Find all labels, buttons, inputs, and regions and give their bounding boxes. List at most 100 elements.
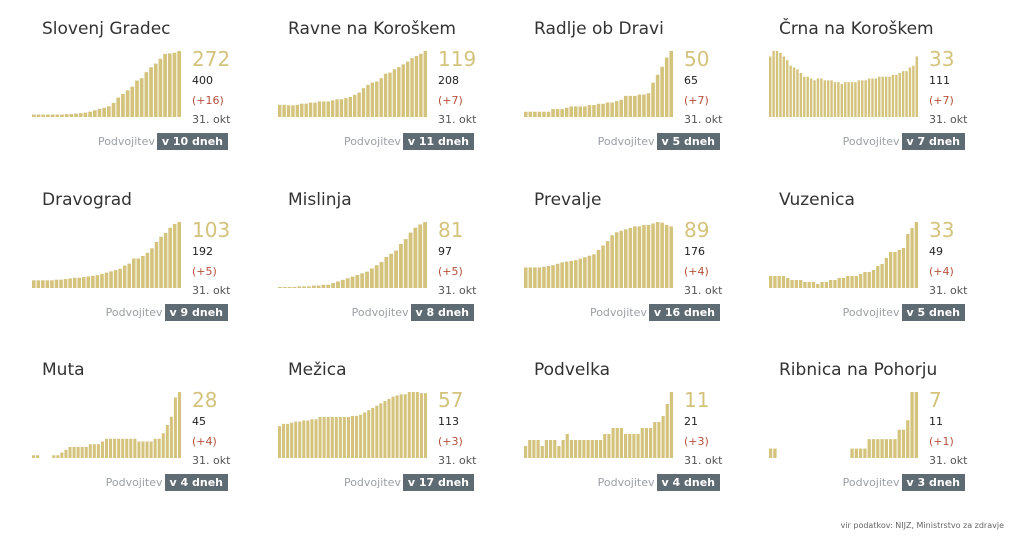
bar — [649, 428, 653, 458]
bar — [790, 280, 794, 288]
bar — [50, 280, 54, 288]
bar — [592, 105, 596, 117]
bar — [125, 438, 129, 458]
bar — [560, 262, 564, 288]
bar — [816, 284, 820, 288]
bar — [574, 260, 578, 288]
bar — [546, 266, 551, 288]
municipality-card: Podvelka 11 21 (+3) 31. okt Podvojitev v 4 dne… — [524, 360, 724, 510]
bar — [592, 254, 596, 288]
bar — [41, 280, 45, 288]
bar-chart — [278, 222, 427, 288]
bar — [605, 241, 610, 288]
doubling-info: Podvojitev v 17 dneh — [344, 474, 474, 491]
bar — [76, 447, 80, 458]
bar — [897, 429, 901, 458]
bar — [100, 441, 104, 458]
bar — [297, 286, 302, 288]
daily-change: (+5) — [438, 265, 463, 278]
bar — [121, 93, 125, 117]
bar — [867, 272, 871, 288]
municipality-card: Ravne na Koroškem 119 208 (+7) 31. okt Podvoj… — [278, 19, 478, 169]
bar — [95, 275, 100, 288]
bar — [168, 227, 172, 288]
daily-change: (+7) — [929, 94, 954, 107]
doubling-info: Podvojitev v 4 dneh — [106, 474, 228, 491]
bar — [64, 114, 69, 117]
bar — [578, 258, 583, 288]
bar — [135, 80, 139, 117]
bar — [72, 447, 76, 458]
bar — [165, 425, 169, 458]
bar — [871, 78, 874, 117]
bar — [291, 105, 295, 117]
total-cases: 21 — [684, 415, 698, 428]
bar — [578, 106, 583, 117]
bar — [383, 73, 388, 117]
bar — [906, 234, 910, 288]
bar — [816, 78, 820, 117]
total-cases: 192 — [192, 245, 213, 258]
doubling-info: Podvojitev v 8 dneh — [352, 304, 474, 321]
total-cases: 49 — [929, 245, 943, 258]
doubling-info: Podvojitev v 5 dneh — [843, 304, 965, 321]
bar — [637, 94, 642, 117]
doubling-info: Podvojitev v 10 dneh — [98, 133, 228, 150]
total-cases: 65 — [684, 74, 698, 87]
bar — [383, 401, 387, 458]
bar — [326, 284, 331, 288]
bar — [72, 277, 77, 288]
bar — [104, 272, 109, 288]
bar — [300, 103, 304, 117]
bar — [132, 258, 136, 288]
bar — [863, 448, 867, 458]
bar — [88, 111, 92, 117]
bar — [651, 223, 655, 288]
bar — [551, 109, 555, 117]
bar — [824, 282, 828, 288]
bar — [628, 434, 632, 458]
total-cases: 45 — [192, 415, 206, 428]
municipality-card: Radlje ob Dravi 50 65 (+7) 31. okt Podvojitev… — [524, 19, 724, 169]
doubling-label: Podvojitev — [842, 476, 900, 489]
bar-chart — [32, 222, 181, 288]
bar — [353, 94, 357, 117]
bar — [326, 417, 330, 458]
municipality-card: Mežica 57 113 (+3) 31. okt Podvojitev v 17 dne… — [278, 360, 478, 510]
bar — [419, 393, 423, 458]
bar — [549, 440, 553, 458]
municipality-name: Radlje ob Dravi — [534, 19, 664, 39]
bar — [850, 448, 854, 458]
bar — [350, 415, 355, 458]
bar — [335, 99, 339, 117]
bar — [344, 98, 348, 117]
bar — [553, 440, 557, 458]
bar — [646, 224, 651, 288]
bar — [859, 274, 863, 288]
doubling-info: Podvojitev v 5 dneh — [598, 133, 720, 150]
bar — [864, 80, 867, 117]
bar — [107, 106, 111, 117]
bar — [157, 438, 161, 458]
date-label: 31. okt — [684, 284, 723, 297]
bar — [867, 78, 871, 117]
bar — [794, 280, 798, 288]
bar — [560, 109, 564, 117]
bar — [45, 280, 50, 288]
bar — [365, 271, 369, 288]
bar — [596, 249, 601, 288]
bar — [891, 74, 895, 117]
bar — [781, 276, 786, 288]
bar — [912, 65, 915, 117]
bar-chart — [32, 51, 181, 117]
bar — [68, 447, 72, 458]
bar — [370, 82, 375, 117]
bar — [792, 67, 796, 117]
bar-chart — [32, 392, 181, 458]
active-cases: 11 — [684, 388, 710, 412]
bar — [149, 441, 153, 458]
bar — [334, 417, 338, 458]
bar — [578, 440, 582, 458]
bar — [555, 263, 560, 288]
bar — [318, 417, 322, 458]
